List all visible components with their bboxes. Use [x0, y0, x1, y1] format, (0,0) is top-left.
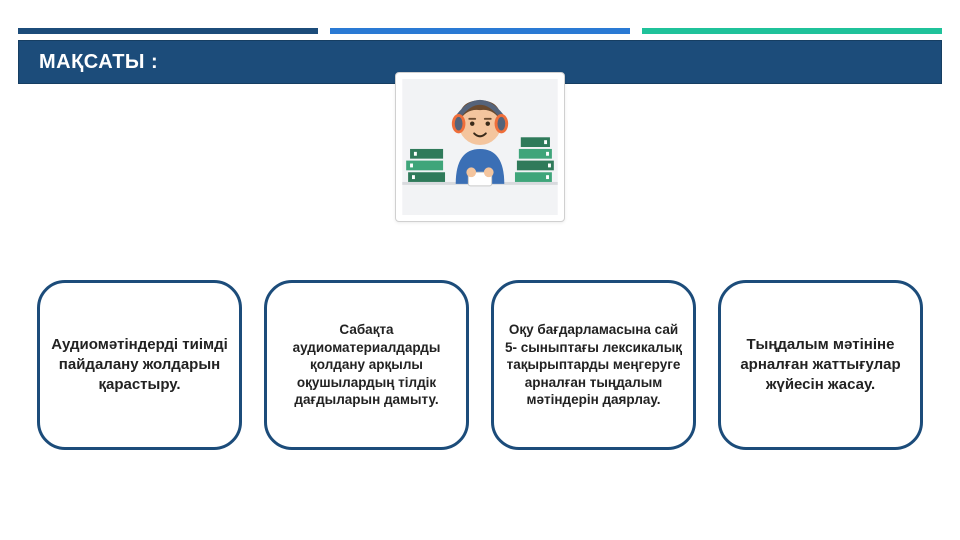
goal-card-3: Оқу бағдарламасына сай 5- сыныптағы лекс… [491, 280, 696, 450]
illustration-card [395, 72, 565, 222]
goal-card-4: Тыңдалым мәтініне арналған жаттығулар жү… [718, 280, 923, 450]
accent-seg-2 [330, 28, 630, 34]
boy-headphones-illustration [402, 79, 558, 215]
accent-bar [0, 28, 960, 34]
goal-cards-row: Аудиомәтіндерді тиімді пайдалану жолдары… [0, 280, 960, 450]
goal-card-4-text: Тыңдалым мәтініне арналған жаттығулар жү… [731, 335, 910, 396]
goal-card-3-text: Оқу бағдарламасына сай 5- сыныптағы лекс… [504, 321, 683, 409]
page-title: МАҚСАТЫ : [39, 51, 158, 74]
accent-seg-1 [18, 28, 318, 34]
goal-card-1: Аудиомәтіндерді тиімді пайдалану жолдары… [37, 280, 242, 450]
accent-seg-3 [642, 28, 942, 34]
goal-card-1-text: Аудиомәтіндерді тиімді пайдалану жолдары… [50, 335, 229, 396]
goal-card-2: Сабақта аудиоматериалдарды қолдану арқыл… [264, 280, 469, 450]
goal-card-2-text: Сабақта аудиоматериалдарды қолдану арқыл… [277, 321, 456, 409]
